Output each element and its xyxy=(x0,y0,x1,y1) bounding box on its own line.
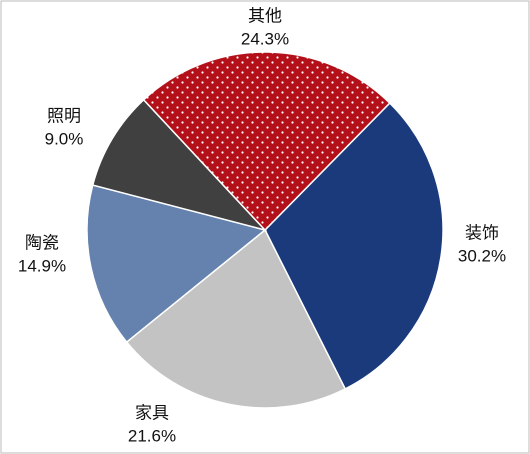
slice-value: 14.9% xyxy=(18,256,66,275)
slice-name: 其他 xyxy=(248,6,282,25)
slice-name: 家具 xyxy=(135,403,169,422)
pie-slice xyxy=(125,228,347,409)
pie-slice xyxy=(91,98,268,232)
slice-value: 9.0% xyxy=(45,129,84,148)
slice-name: 陶瓷 xyxy=(25,233,59,252)
slice-value: 30.2% xyxy=(458,246,506,265)
slice-value: 24.3% xyxy=(241,29,289,48)
slice-name: 照明 xyxy=(47,106,81,125)
pie-slice xyxy=(86,184,267,344)
slice-value: 21.6% xyxy=(128,426,176,445)
pie-slice xyxy=(142,51,391,232)
slice-name: 装饰 xyxy=(465,223,499,242)
